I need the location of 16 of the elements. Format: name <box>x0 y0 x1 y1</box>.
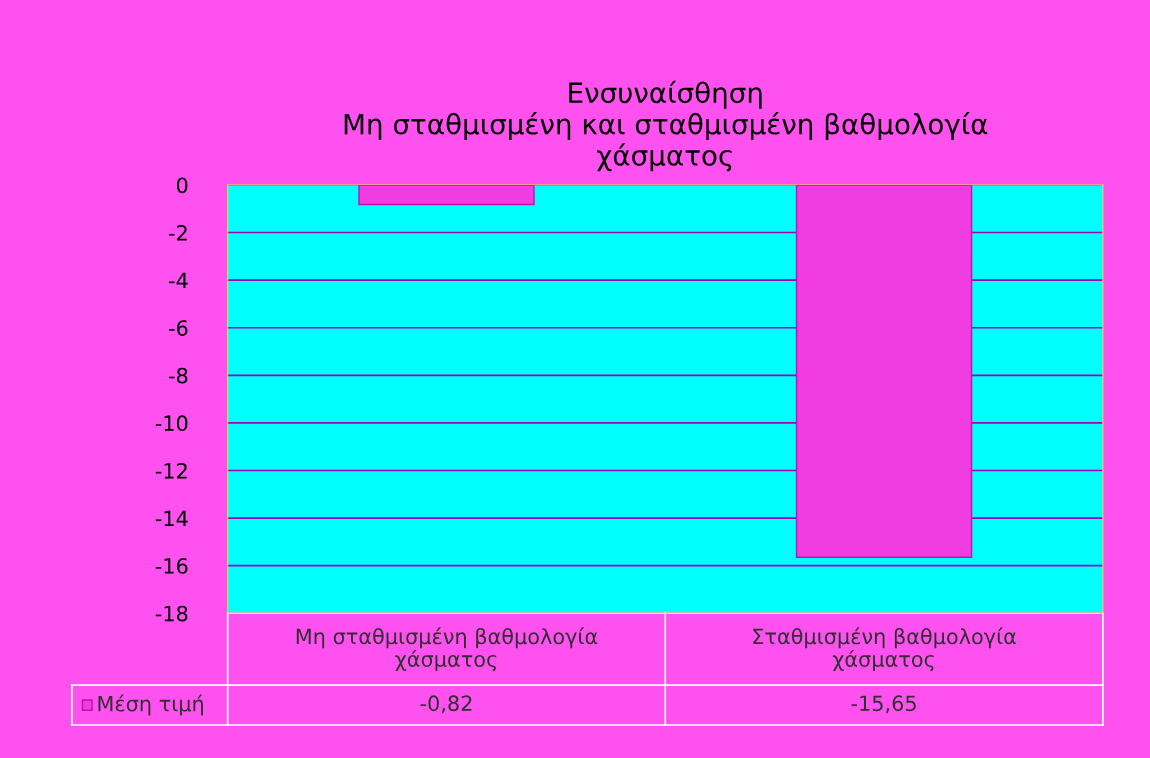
y-tick-label: -2 <box>169 224 187 241</box>
y-tick-label: -10 <box>155 415 188 432</box>
y-tick-label: -18 <box>155 605 188 622</box>
y-tick-label: -14 <box>155 510 188 526</box>
data-label: -15,65 <box>851 695 916 714</box>
y-tick-label: -8 <box>169 367 188 384</box>
y-tick-label: -6 <box>169 320 188 336</box>
y-tick-label: -12 <box>155 462 187 479</box>
y-tick-label: -16 <box>155 558 188 574</box>
x-tick-label: Σταθμισμένη βαθμολογία χάσματος <box>753 627 1016 672</box>
y-tick-label: 0 <box>176 177 188 194</box>
x-tick-label: Μη σταθμισμένη βαθμολογία χάσματος <box>296 627 598 672</box>
legend-label: Μέση τιμή <box>98 694 203 716</box>
chart-title: Ενσυναίσθηση Μη σταθμισμένη και σταθμισμένη βαθμολογία χάσματος <box>344 80 988 172</box>
data-label: -0,82 <box>420 695 472 714</box>
y-tick-label: -4 <box>169 272 188 289</box>
